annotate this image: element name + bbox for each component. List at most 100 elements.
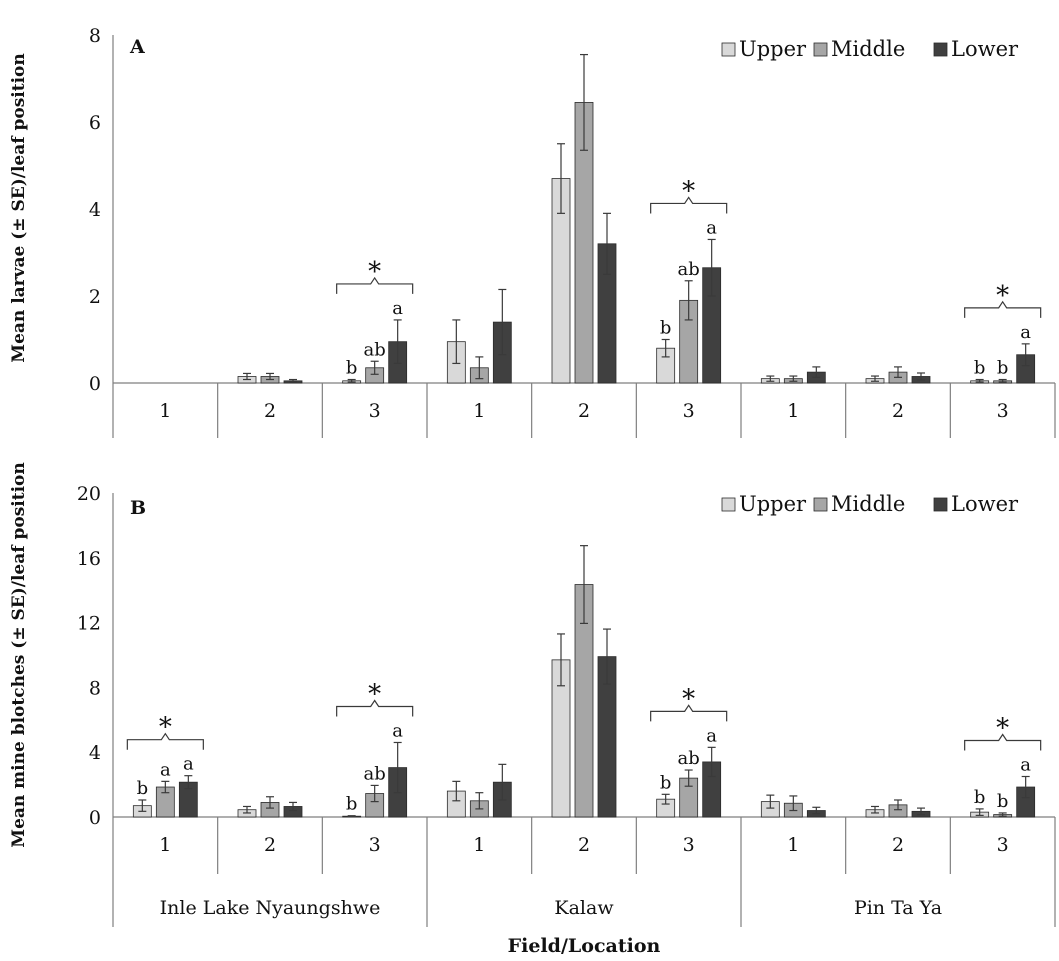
error-bar	[580, 53, 588, 151]
error-bar	[498, 288, 507, 356]
error-bar	[661, 793, 670, 805]
error-bar	[975, 378, 984, 383]
error-bar	[975, 808, 984, 816]
error-bar	[393, 319, 402, 365]
significance-letter: a	[706, 217, 717, 238]
legend-item: Middle	[813, 492, 905, 516]
error-bar	[766, 375, 775, 382]
error-bar	[347, 815, 356, 818]
legend: Upper Middle Lower	[721, 37, 1019, 61]
legend-swatch	[813, 42, 828, 57]
x-tick-label: 2	[578, 400, 590, 422]
y-tick-label: 20	[77, 483, 101, 505]
significance-letter: b	[346, 794, 358, 815]
significance-letter: ab	[364, 763, 386, 784]
x-tick-label: 1	[473, 834, 485, 856]
error-bar	[812, 806, 821, 815]
y-tick-label: 2	[89, 286, 101, 308]
legend-label: Middle	[831, 492, 905, 516]
error-bar	[452, 780, 461, 802]
legend-swatch	[933, 497, 948, 512]
error-bar	[184, 775, 193, 790]
significance-star: *	[159, 713, 172, 743]
error-bar	[161, 780, 170, 794]
significance-star: *	[682, 176, 695, 206]
legend: Upper Middle Lower	[721, 492, 1019, 516]
x-tick-label: 3	[997, 400, 1009, 422]
error-bar	[998, 812, 1007, 817]
y-axis-title: Mean larvae (± SE)/leaf position	[9, 53, 29, 362]
error-bar	[266, 796, 274, 809]
error-bar	[789, 375, 798, 382]
legend-swatch	[721, 497, 736, 512]
significance-letter: ab	[678, 259, 700, 280]
error-bar	[370, 784, 379, 803]
x-tick-label: 1	[159, 834, 171, 856]
error-bar	[347, 378, 356, 383]
significance-letter: b	[346, 358, 358, 379]
significance-brace	[964, 733, 1042, 751]
significance-brace	[336, 276, 414, 294]
x-tick-label: 1	[787, 400, 799, 422]
x-tick-label: 2	[264, 834, 276, 856]
error-bar	[661, 338, 670, 358]
x-tick-label: 3	[369, 834, 381, 856]
x-tick-label: 1	[787, 834, 799, 856]
significance-brace	[650, 704, 728, 722]
significance-star: *	[368, 257, 381, 287]
legend-swatch	[933, 42, 948, 57]
y-axis-title: Mean mine blotches (± SE)/leaf position	[9, 462, 29, 848]
error-bar	[1021, 343, 1030, 367]
significance-letter: a	[392, 720, 403, 741]
significance-letter: a	[160, 759, 171, 780]
error-bar	[684, 769, 693, 787]
legend-swatch	[813, 497, 828, 512]
error-bar	[243, 805, 251, 814]
significance-letter: a	[706, 725, 717, 746]
legend-item: Upper	[721, 37, 807, 61]
significance-brace	[336, 699, 414, 717]
significance-letter: ab	[678, 748, 700, 769]
legend-label: Lower	[951, 492, 1019, 516]
error-bar	[603, 628, 611, 685]
y-tick-label: 4	[89, 199, 101, 221]
significance-brace	[964, 300, 1042, 318]
error-bar	[998, 378, 1007, 383]
y-tick-label: 8	[89, 677, 101, 699]
legend-item: Lower	[933, 492, 1019, 516]
panel-label: B	[130, 497, 146, 519]
error-bar	[289, 378, 297, 383]
error-bar	[707, 238, 716, 297]
x-tick-label: 3	[683, 834, 695, 856]
panel-label: A	[129, 36, 145, 58]
error-bar	[871, 375, 879, 382]
significance-star: *	[368, 679, 381, 709]
significance-letter: b	[997, 791, 1009, 812]
y-tick-label: 8	[89, 25, 101, 47]
error-bar	[871, 805, 879, 814]
x-tick-label: 3	[997, 834, 1009, 856]
y-tick-label: 12	[77, 613, 101, 635]
y-tick-label: 4	[89, 742, 101, 764]
error-bar	[684, 280, 693, 321]
error-bar	[475, 356, 484, 380]
error-bar	[393, 741, 402, 794]
error-bar	[557, 633, 565, 687]
x-axis-title: Field/Location	[508, 935, 661, 957]
y-tick-label: 0	[89, 373, 101, 395]
error-bar	[917, 807, 925, 816]
error-bar	[498, 763, 507, 801]
legend-label: Upper	[739, 492, 807, 516]
error-bar	[138, 799, 147, 812]
significance-letter: ab	[364, 339, 386, 360]
significance-letter: a	[183, 754, 194, 775]
significance-letter: a	[392, 298, 403, 319]
x-tick-label: 2	[892, 834, 904, 856]
significance-brace	[650, 196, 728, 214]
legend-item: Middle	[813, 37, 905, 61]
x-tick-label: 3	[369, 400, 381, 422]
significance-letter: b	[997, 358, 1009, 379]
error-bar	[917, 372, 925, 381]
x-tick-label: 1	[159, 400, 171, 422]
significance-star: *	[996, 714, 1009, 744]
